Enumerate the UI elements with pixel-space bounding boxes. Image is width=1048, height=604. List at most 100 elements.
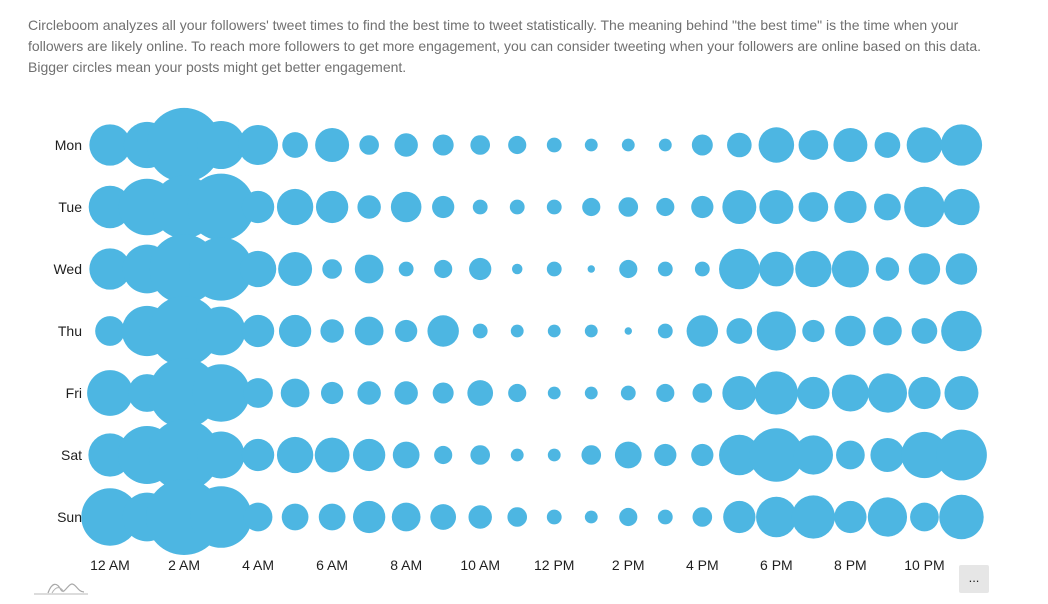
bubble-thu-8-am[interactable] [395, 319, 418, 343]
bubble-mon-5-am[interactable] [282, 132, 308, 158]
bubble-sun-5-pm[interactable] [723, 500, 756, 534]
bubble-thu-7-am[interactable] [354, 316, 384, 346]
bubble-fri-8-am[interactable] [394, 381, 418, 405]
bubble-sun-9-pm[interactable] [867, 497, 908, 537]
bubble-sun-10-pm[interactable] [910, 502, 939, 532]
bubble-fri-7-pm[interactable] [797, 376, 830, 410]
bubble-fri-10-am[interactable] [467, 380, 494, 406]
bubble-mon-10-am[interactable] [470, 135, 491, 155]
bubble-mon-6-am[interactable] [315, 128, 350, 162]
bubble-sun-1-pm[interactable] [584, 510, 598, 524]
bubble-sat-10-pm[interactable] [901, 431, 948, 479]
bubble-fri-10-pm[interactable] [908, 376, 941, 410]
bubble-wed-5-pm[interactable] [719, 248, 760, 290]
bubble-wed-11-pm[interactable] [945, 253, 978, 285]
bubble-sat-8-pm[interactable] [836, 440, 865, 470]
bubble-sat-4-am[interactable] [241, 438, 275, 472]
bubble-fri-9-pm[interactable] [867, 373, 908, 413]
bubble-sun-11-pm[interactable] [939, 494, 984, 540]
chart-menu-button[interactable]: ... [959, 565, 989, 593]
bubble-sun-4-am[interactable] [243, 502, 273, 532]
bubble-tue-3-pm[interactable] [656, 197, 675, 217]
bubble-sat-2-am[interactable] [148, 419, 220, 491]
bubble-sat-9-pm[interactable] [870, 438, 905, 472]
bubble-wed-7-am[interactable] [354, 254, 384, 284]
bubble-sun-11-am[interactable] [507, 507, 528, 527]
bubble-mon-10-pm[interactable] [906, 127, 943, 163]
bubble-mon-1-pm[interactable] [584, 138, 598, 152]
bubble-tue-1-pm[interactable] [582, 197, 601, 217]
bubble-tue-6-am[interactable] [315, 190, 349, 224]
bubble-mon-9-am[interactable] [432, 134, 454, 156]
bubble-mon-11-am[interactable] [508, 135, 527, 155]
bubble-sun-5-am[interactable] [281, 503, 309, 531]
bubble-mon-4-pm[interactable] [691, 134, 713, 156]
bubble-thu-2-pm[interactable] [624, 327, 632, 335]
bubble-thu-2-am[interactable] [149, 296, 220, 366]
bubble-tue-9-pm[interactable] [874, 193, 901, 221]
bubble-mon-8-pm[interactable] [833, 128, 868, 162]
bubble-sat-4-pm[interactable] [691, 443, 714, 467]
bubble-sat-6-pm[interactable] [749, 428, 804, 482]
bubble-fri-11-am[interactable] [508, 383, 527, 403]
bubble-thu-11-am[interactable] [510, 324, 524, 338]
bubble-thu-5-pm[interactable] [726, 318, 753, 344]
bubble-tue-8-am[interactable] [390, 191, 422, 223]
bubble-tue-3-am[interactable] [187, 173, 255, 241]
bubble-wed-4-am[interactable] [239, 250, 277, 288]
bubble-sat-7-pm[interactable] [793, 435, 833, 475]
bubble-mon-4-am[interactable] [238, 125, 279, 165]
bubble-fri-7-am[interactable] [357, 381, 381, 405]
bubble-mon-9-pm[interactable] [874, 132, 901, 158]
bubble-wed-1-pm[interactable] [587, 265, 595, 273]
bubble-mon-11-pm[interactable] [940, 124, 983, 166]
bubble-tue-10-am[interactable] [472, 199, 488, 215]
bubble-fri-4-am[interactable] [243, 378, 273, 408]
bubble-tue-2-pm[interactable] [618, 197, 639, 217]
bubble-sat-1-pm[interactable] [581, 445, 602, 465]
bubble-sat-2-pm[interactable] [614, 441, 642, 469]
bubble-sat-3-pm[interactable] [654, 443, 677, 467]
bubble-fri-5-pm[interactable] [722, 376, 757, 410]
bubble-tue-10-pm[interactable] [904, 186, 945, 228]
bubble-wed-2-pm[interactable] [619, 259, 638, 279]
bubble-mon-12-am[interactable] [89, 124, 131, 166]
bubble-thu-11-pm[interactable] [941, 310, 982, 352]
bubble-fri-2-pm[interactable] [620, 385, 636, 401]
bubble-wed-5-am[interactable] [278, 252, 313, 286]
bubble-wed-6-pm[interactable] [758, 251, 794, 287]
bubble-fri-6-pm[interactable] [754, 371, 798, 415]
bubble-wed-12-am[interactable] [89, 248, 131, 290]
bubble-thu-4-pm[interactable] [686, 315, 719, 347]
bubble-thu-1-pm[interactable] [584, 324, 598, 338]
bubble-sun-6-pm[interactable] [756, 496, 797, 538]
bubble-wed-10-am[interactable] [469, 257, 492, 281]
bubble-sat-12-pm[interactable] [547, 448, 561, 462]
bubble-mon-3-pm[interactable] [658, 138, 672, 152]
bubble-thu-12-am[interactable] [95, 316, 125, 346]
bubble-sun-7-pm[interactable] [791, 495, 835, 539]
bubble-fri-11-pm[interactable] [944, 376, 979, 410]
bubble-tue-12-am[interactable] [88, 185, 132, 229]
bubble-fri-12-pm[interactable] [547, 386, 561, 400]
bubble-sun-3-pm[interactable] [657, 509, 673, 525]
bubble-sun-7-am[interactable] [352, 500, 386, 534]
bubble-mon-6-pm[interactable] [758, 127, 795, 163]
bubble-thu-9-pm[interactable] [873, 316, 902, 346]
bubble-sun-8-pm[interactable] [834, 500, 867, 534]
bubble-sat-11-am[interactable] [510, 448, 524, 462]
bubble-thu-10-pm[interactable] [911, 318, 938, 344]
bubble-sat-5-am[interactable] [276, 436, 314, 474]
bubble-fri-5-am[interactable] [280, 378, 310, 408]
bubble-thu-6-pm[interactable] [756, 311, 796, 351]
bubble-wed-3-am[interactable] [189, 237, 253, 301]
bubble-mon-12-pm[interactable] [546, 137, 562, 153]
bubble-sat-9-am[interactable] [434, 445, 453, 465]
bubble-wed-11-am[interactable] [511, 263, 523, 275]
bubble-tue-9-am[interactable] [432, 195, 455, 219]
bubble-sun-12-am[interactable] [81, 488, 139, 546]
bubble-sat-10-am[interactable] [470, 445, 491, 465]
bubble-mon-5-pm[interactable] [727, 132, 752, 158]
bubble-fri-4-pm[interactable] [692, 383, 713, 403]
bubble-thu-12-pm[interactable] [547, 324, 561, 338]
